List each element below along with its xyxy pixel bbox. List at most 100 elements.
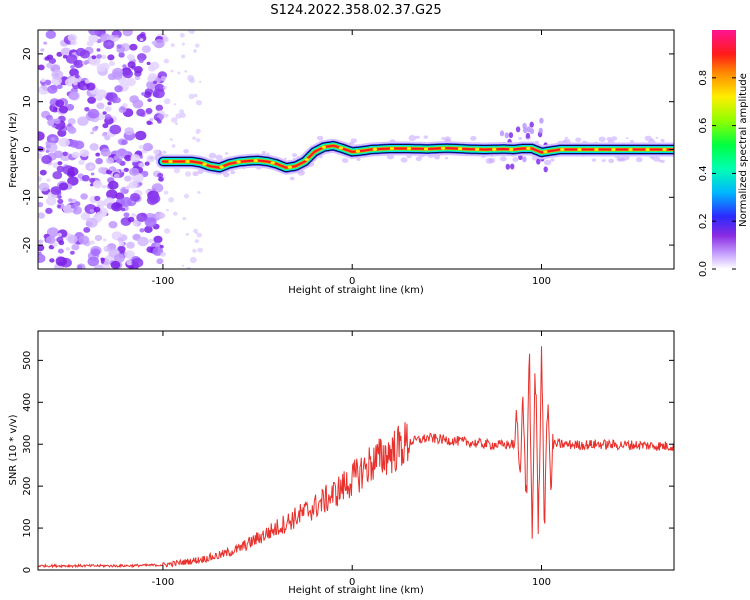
noise-blob xyxy=(129,193,141,202)
noise-blob xyxy=(170,69,174,73)
y-tick-label: 400 xyxy=(22,393,33,412)
noise-blob xyxy=(117,237,124,243)
noise-blob xyxy=(171,144,176,148)
noise-blob xyxy=(87,108,100,119)
noise-blob xyxy=(56,84,63,90)
halo-blob xyxy=(215,154,223,161)
disturbance-blob xyxy=(526,126,531,133)
noise-blob xyxy=(38,146,44,152)
colorbar-gradient xyxy=(712,30,736,269)
top-y-axis-label: Frequency (Hz) xyxy=(8,112,19,188)
noise-blob xyxy=(58,137,70,147)
noise-blob xyxy=(160,213,166,218)
noise-blob xyxy=(149,118,154,122)
noise-blob xyxy=(52,171,63,180)
noise-blob xyxy=(101,132,107,137)
noise-blob xyxy=(156,258,164,265)
noise-blob xyxy=(162,176,166,179)
noise-blob xyxy=(138,58,144,64)
noise-blob xyxy=(122,69,133,79)
noise-blob xyxy=(44,56,51,61)
noise-blob xyxy=(81,174,90,182)
noise-blob xyxy=(108,221,118,229)
noise-blob xyxy=(168,197,175,203)
halo-blob xyxy=(620,158,626,162)
noise-blob xyxy=(133,222,138,227)
noise-blob xyxy=(71,243,80,251)
noise-blob xyxy=(122,64,127,69)
noise-blob xyxy=(138,145,144,149)
noise-blob xyxy=(127,61,136,69)
noise-blob xyxy=(58,240,65,246)
noise-blob xyxy=(136,33,147,43)
track-core xyxy=(161,144,674,169)
colorbar-ticks: 0.0 0.2 0.4 0.6 0.8 xyxy=(698,70,736,277)
noise-blob xyxy=(134,75,141,81)
noise-blob xyxy=(179,112,186,119)
disturbance-blob xyxy=(539,117,544,124)
figure-title: S124.2022.358.02.37.G25 xyxy=(270,3,441,18)
halo-blob xyxy=(606,137,612,141)
noise-blob xyxy=(96,48,101,52)
noise-blob xyxy=(120,197,132,207)
noise-blob xyxy=(136,212,148,222)
track-peak xyxy=(526,147,531,150)
noise-blob xyxy=(131,213,137,218)
disturbance-blob xyxy=(504,132,509,139)
noise-blob xyxy=(55,99,65,108)
noise-blob xyxy=(100,148,111,157)
noise-blob xyxy=(163,85,167,90)
noise-blob xyxy=(153,235,163,244)
top-x-ticks: -100 0 100 xyxy=(152,30,551,287)
noise-blob xyxy=(109,124,122,135)
y-tick-label: 500 xyxy=(22,351,33,370)
y-tick-label: -10 xyxy=(22,189,33,205)
noise-blob xyxy=(157,119,162,124)
track-peak xyxy=(440,146,446,150)
noise-blob xyxy=(89,177,96,183)
halo-blob xyxy=(629,139,634,143)
y-tick-label: 200 xyxy=(22,477,33,496)
noise-blob xyxy=(127,216,135,223)
noise-blob xyxy=(126,259,133,266)
noise-blob xyxy=(88,30,100,36)
noise-blob xyxy=(147,98,152,103)
noise-blob xyxy=(169,138,173,141)
halo-blob xyxy=(518,136,523,140)
halo-blob xyxy=(601,159,606,163)
track-peak xyxy=(389,147,395,150)
snr-frame xyxy=(37,330,675,571)
y-tick-label: -20 xyxy=(22,237,33,253)
noise-blob xyxy=(188,93,195,100)
noise-blob xyxy=(141,92,146,96)
noise-blob xyxy=(57,161,63,166)
disturbance-blob xyxy=(522,156,527,163)
noise-blob xyxy=(162,36,169,43)
noise-blob xyxy=(114,85,123,93)
noise-blob xyxy=(116,158,123,164)
noise-blob xyxy=(173,103,177,106)
noise-blob xyxy=(172,211,178,216)
noise-blob xyxy=(79,149,90,158)
noise-blob xyxy=(102,184,107,189)
noise-blob xyxy=(80,193,88,200)
halo-blob xyxy=(225,152,229,155)
noise-blob xyxy=(126,185,131,189)
noise-blob xyxy=(90,172,95,176)
halo-blob xyxy=(415,156,422,162)
noise-blob xyxy=(133,66,143,74)
noise-blob xyxy=(197,247,203,253)
halo-blob xyxy=(162,150,167,154)
colorbar-tick-label: 0.8 xyxy=(698,70,709,86)
noise-blob xyxy=(40,48,45,52)
noise-blob xyxy=(52,106,58,111)
track-peak xyxy=(492,147,497,151)
noise-blob xyxy=(148,193,161,204)
bottom-y-axis-label: SNR (10 * v/v) xyxy=(8,414,19,485)
noise-blob xyxy=(146,61,151,66)
noise-blob xyxy=(84,79,90,84)
noise-blob xyxy=(101,54,107,60)
track-peak xyxy=(372,147,378,151)
noise-blob xyxy=(53,118,61,125)
noise-blob xyxy=(192,136,197,140)
